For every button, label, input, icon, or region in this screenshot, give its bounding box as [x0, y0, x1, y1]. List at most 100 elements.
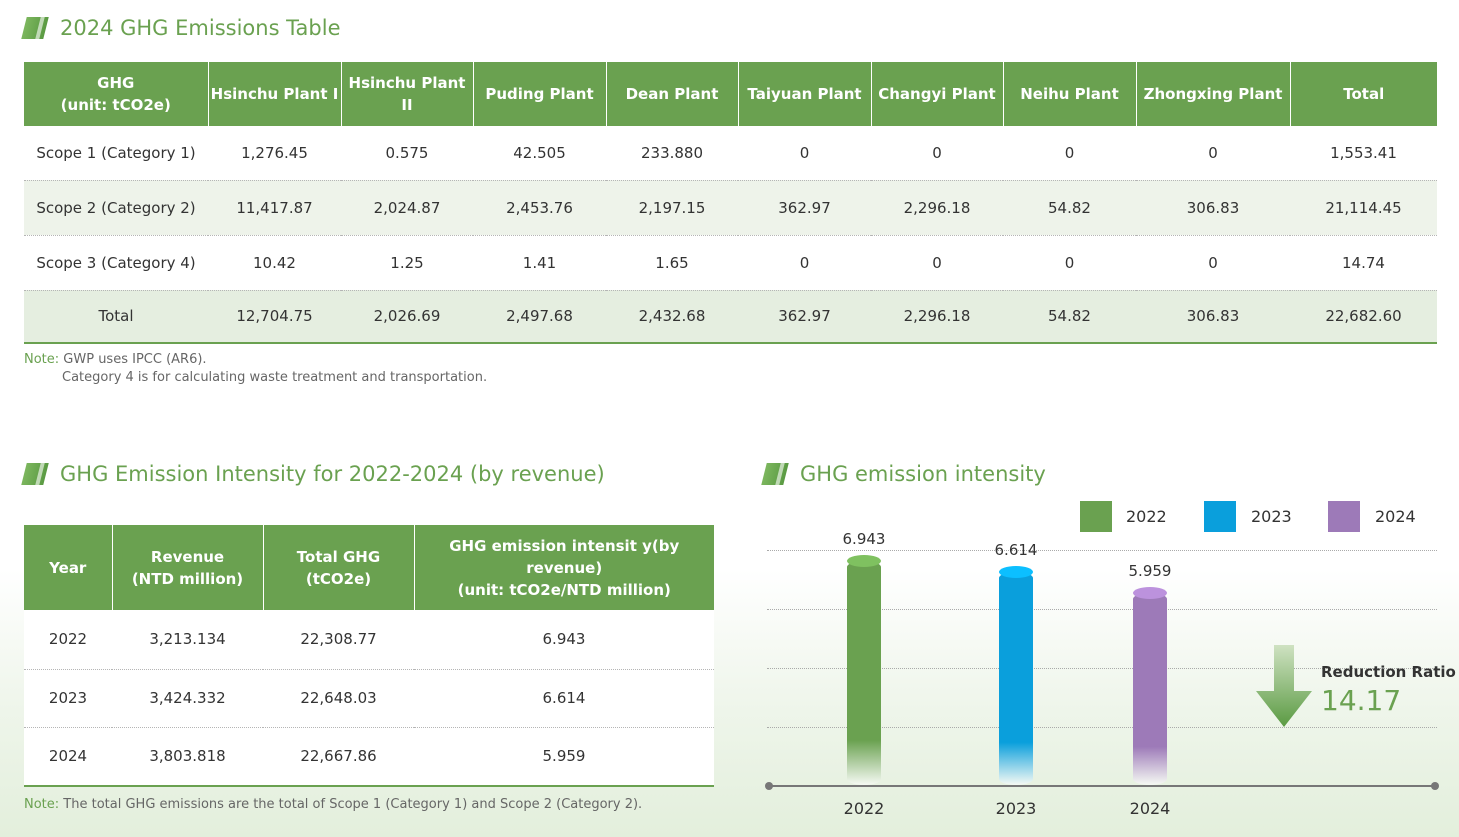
col-header: Dean Plant — [606, 62, 739, 126]
cell-total: 22,667.86 — [263, 727, 414, 787]
gridline — [767, 727, 1437, 728]
col-header: Zhongxing Plant — [1136, 62, 1291, 126]
col-header-ghg-unit: (unit: tCO2e) — [60, 96, 171, 114]
cell-intensity: 6.943 — [414, 610, 714, 670]
bar-value-label: 5.959 — [1128, 561, 1172, 580]
legend-swatch-2022 — [1080, 501, 1112, 532]
cell: 22,682.60 — [1290, 290, 1437, 344]
cell: 11,417.87 — [208, 180, 341, 236]
col-header: Changyi Plant — [871, 62, 1004, 126]
emissions-table: GHG (unit: tCO2e) Hsinchu Plant I Hsinch… — [24, 62, 1437, 344]
row-label: Scope 2 (Category 2) — [24, 180, 208, 236]
table-row: 2023 3,424.332 22,648.03 6.614 — [24, 669, 714, 728]
note-line-2: Category 4 is for calculating waste trea… — [62, 370, 488, 385]
cell: 0 — [871, 126, 1003, 181]
reduction-ratio-label: Reduction Ratio — [1321, 663, 1456, 681]
col-header: Taiyuan Plant — [738, 62, 872, 126]
intensity-table-title: GHG Emission Intensity for 2022-2024 (by… — [60, 462, 605, 486]
gridline — [767, 668, 1437, 669]
cell: 233.880 — [606, 126, 738, 181]
row-label: Scope 3 (Category 4) — [24, 235, 208, 291]
cell: 1,276.45 — [208, 126, 341, 181]
bar-2023 — [999, 571, 1033, 785]
cell: 2,024.87 — [341, 180, 473, 236]
legend-swatch-2024 — [1328, 501, 1360, 532]
bar-cap-2023 — [999, 565, 1033, 578]
col-header-ghg-label: GHG — [97, 74, 135, 92]
table-row-total: Total 12,704.75 2,026.69 2,497.68 2,432.… — [24, 290, 1437, 344]
cell-year: 2024 — [24, 727, 112, 787]
cell-intensity: 6.614 — [414, 669, 714, 728]
axis-end-dot — [1431, 782, 1439, 790]
col-header-ghg: GHG (unit: tCO2e) — [24, 62, 209, 126]
down-arrow-icon — [1256, 645, 1312, 727]
bar-2024 — [1133, 592, 1167, 785]
axis-end-dot — [765, 782, 773, 790]
col-header-total: Total GHG (tCO2e) — [263, 525, 415, 610]
cell: 14.74 — [1290, 235, 1437, 291]
cell: 2,453.76 — [473, 180, 606, 236]
emissions-note: Note: GWP uses IPCC (AR6). Category 4 is… — [24, 351, 487, 387]
cell: 0.575 — [341, 126, 473, 181]
intensity-table: Year Revenue (NTD million) Total GHG (tC… — [24, 525, 714, 787]
table-row: 2024 3,803.818 22,667.86 5.959 — [24, 727, 714, 787]
col-header: Neihu Plant — [1003, 62, 1137, 126]
col-header-total-line1: Total GHG — [296, 547, 381, 566]
cell: 2,296.18 — [871, 290, 1003, 344]
gridline — [767, 550, 1437, 551]
cell: 1.65 — [606, 235, 738, 291]
cell: 21,114.45 — [1290, 180, 1437, 236]
row-label: Scope 1 (Category 1) — [24, 126, 208, 181]
legend-label-2024: 2024 — [1375, 507, 1416, 526]
note-text: The total GHG emissions are the total of… — [63, 797, 643, 812]
x-tick-label: 2023 — [995, 799, 1037, 818]
x-tick-label: 2022 — [843, 799, 885, 818]
col-header: Hsinchu Plant II — [341, 62, 474, 126]
cell: 2,197.15 — [606, 180, 738, 236]
title-marker-icon — [21, 463, 49, 485]
emissions-title: 2024 GHG Emissions Table — [60, 16, 341, 40]
cell-year: 2022 — [24, 610, 112, 670]
cell: 2,497.68 — [473, 290, 606, 344]
cell-year: 2023 — [24, 669, 112, 728]
cell: 0 — [738, 235, 871, 291]
col-header-revenue: Revenue (NTD million) — [112, 525, 264, 610]
table-row: Scope 1 (Category 1) 1,276.45 0.575 42.5… — [24, 126, 1437, 181]
bar-value-label: 6.943 — [842, 530, 886, 549]
col-header: Hsinchu Plant I — [208, 62, 342, 126]
col-header-intensity-line2: (unit: tCO2e/NTD million) — [457, 580, 671, 599]
cell: 54.82 — [1003, 290, 1136, 344]
note-label: Note: — [24, 352, 60, 367]
cell: 1.25 — [341, 235, 473, 291]
intensity-table-section-title: GHG Emission Intensity for 2022-2024 (by… — [21, 462, 605, 486]
x-axis-line — [768, 785, 1436, 787]
cell-revenue: 3,424.332 — [112, 669, 263, 728]
table-row: Scope 2 (Category 2) 11,417.87 2,024.87 … — [24, 180, 1437, 236]
col-header-total-line2: (tCO2e) — [305, 569, 372, 588]
cell-intensity: 5.959 — [414, 727, 714, 787]
cell: 1.41 — [473, 235, 606, 291]
cell-total: 22,648.03 — [263, 669, 414, 728]
note-label: Note: — [24, 797, 60, 812]
cell: 2,296.18 — [871, 180, 1003, 236]
col-header-revenue-line1: Revenue — [150, 547, 225, 566]
cell: 54.82 — [1003, 180, 1136, 236]
col-header-intensity-line1: GHG emission intensit y(by revenue) — [449, 536, 680, 577]
note-line-1: GWP uses IPCC (AR6). — [63, 352, 207, 367]
bar-2022 — [847, 561, 881, 785]
table-row: Scope 3 (Category 4) 10.42 1.25 1.41 1.6… — [24, 235, 1437, 291]
cell: 362.97 — [738, 290, 871, 344]
chart-title: GHG emission intensity — [800, 462, 1046, 486]
title-marker-icon — [21, 17, 49, 39]
cell: 0 — [871, 235, 1003, 291]
cell: 0 — [1003, 235, 1136, 291]
emissions-section-title: 2024 GHG Emissions Table — [21, 16, 341, 40]
legend-label-2023: 2023 — [1251, 507, 1292, 526]
gridline — [767, 609, 1437, 610]
x-tick-label: 2024 — [1129, 799, 1171, 818]
col-header: Total — [1290, 62, 1437, 126]
cell: 306.83 — [1136, 290, 1290, 344]
cell: 362.97 — [738, 180, 871, 236]
col-header-year: Year — [24, 525, 113, 610]
cell-total: 22,308.77 — [263, 610, 414, 670]
